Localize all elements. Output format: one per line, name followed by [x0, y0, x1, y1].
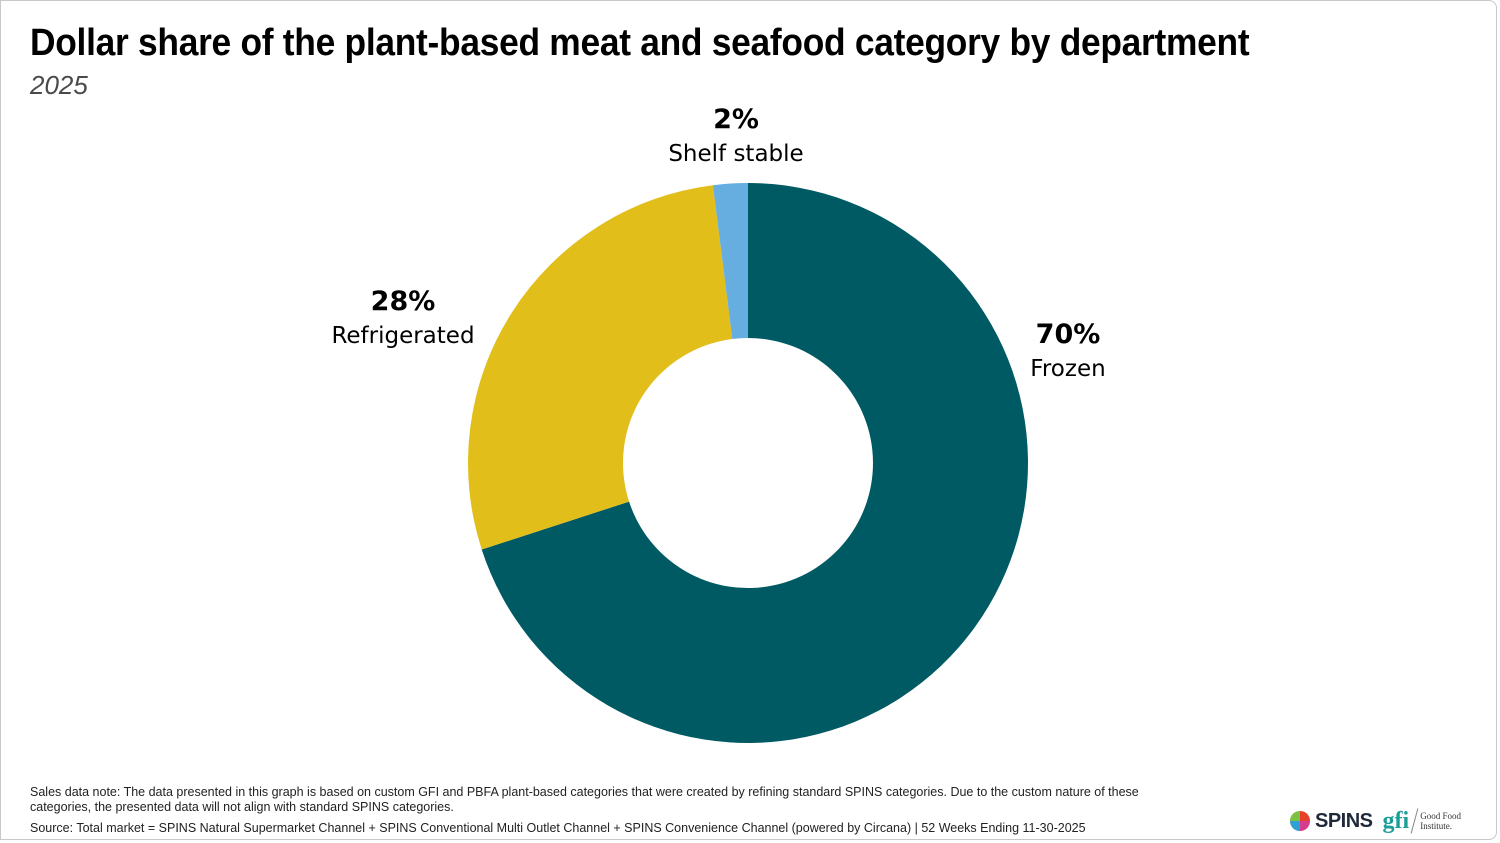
label-frozen-name: Frozen	[1030, 356, 1106, 382]
gfi-line1: Good Food	[1420, 811, 1461, 821]
label-shelf-stable: 2% Shelf stable	[636, 103, 836, 171]
label-frozen-pct: 70%	[1035, 319, 1101, 350]
gfi-divider	[1410, 808, 1419, 834]
gfi-wordmark: Good Food Institute.	[1420, 811, 1461, 831]
source-note: Source: Total market = SPINS Natural Sup…	[30, 821, 1086, 835]
label-refrigerated: 28% Refrigerated	[303, 285, 503, 353]
logos: SPINS gfi Good Food Institute.	[1288, 806, 1461, 836]
slice-frozen	[481, 182, 1029, 744]
label-shelf-stable-pct: 2%	[713, 104, 759, 135]
label-shelf-stable-name: Shelf stable	[668, 141, 804, 167]
gfi-line2: Institute.	[1420, 821, 1452, 831]
label-refrigerated-pct: 28%	[370, 286, 436, 317]
spins-logo: SPINS	[1288, 809, 1373, 833]
chart-subtitle: 2025	[30, 70, 88, 100]
spins-wordmark: SPINS	[1315, 809, 1373, 832]
sales-data-note: Sales data note: The data presented in t…	[30, 785, 1139, 814]
slice-refrigerated	[468, 185, 733, 550]
gfi-logo: gfi Good Food Institute.	[1383, 808, 1461, 834]
spins-globe-icon	[1290, 811, 1310, 831]
chart-title: Dollar share of the plant-based meat and…	[30, 22, 1250, 64]
label-refrigerated-name: Refrigerated	[331, 323, 475, 349]
slice-shelf-stable	[712, 182, 748, 339]
gfi-mark: gfi	[1382, 808, 1410, 834]
label-frozen: 70% Frozen	[998, 318, 1138, 386]
